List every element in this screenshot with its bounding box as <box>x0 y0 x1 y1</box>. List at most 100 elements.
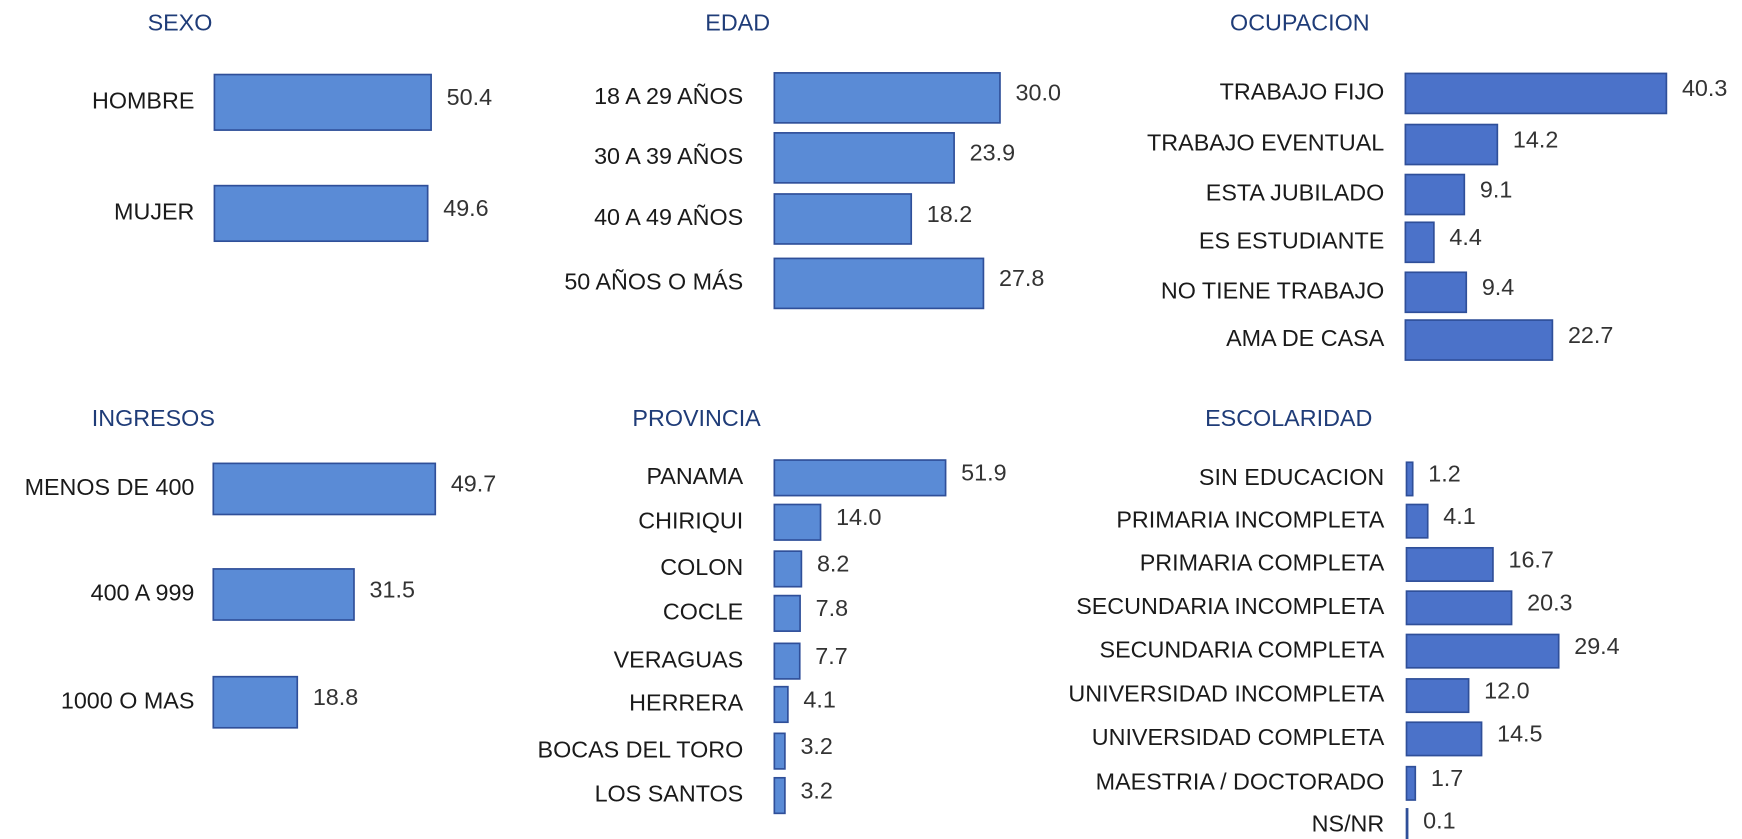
category-label: PRIMARIA INCOMPLETA <box>1116 506 1384 532</box>
category-label: ES ESTUDIANTE <box>1199 227 1384 253</box>
bar <box>1405 808 1409 839</box>
value-label: 18.8 <box>313 684 358 710</box>
bar <box>773 459 947 497</box>
bar <box>1404 319 1554 361</box>
bar <box>1405 590 1513 626</box>
value-label: 14.2 <box>1513 126 1558 152</box>
value-label: 14.0 <box>836 504 881 530</box>
category-label: MAESTRIA / DOCTORADO <box>1096 768 1385 794</box>
bar <box>212 462 437 516</box>
category-label: 40 A 49 AÑOS <box>594 204 743 230</box>
bar <box>212 675 299 729</box>
category-label: CHIRIQUI <box>638 507 743 533</box>
panel-title: EDAD <box>705 10 770 36</box>
bar <box>1405 678 1470 714</box>
category-label: VERAGUAS <box>614 646 744 672</box>
value-label: 4.4 <box>1449 224 1481 250</box>
panel-title: OCUPACION <box>1230 10 1370 36</box>
value-label: 4.1 <box>803 686 835 712</box>
category-label: MUJER <box>114 199 194 225</box>
bar <box>1405 546 1494 582</box>
panel-title: ESCOLARIDAD <box>1205 405 1372 431</box>
bar <box>1404 221 1435 264</box>
bar <box>773 732 786 770</box>
category-label: HOMBRE <box>92 87 194 113</box>
panel-title: SEXO <box>148 10 213 36</box>
bar <box>213 73 432 131</box>
category-label: 400 A 999 <box>91 580 195 606</box>
category-label: HERRERA <box>629 690 744 716</box>
bar <box>212 568 355 621</box>
bar <box>1405 503 1429 539</box>
category-label: BOCAS DEL TORO <box>538 736 744 762</box>
value-label: 40.3 <box>1682 75 1727 101</box>
category-label: 30 A 39 AÑOS <box>594 143 743 169</box>
category-label: COLON <box>660 554 743 580</box>
category-label: SECUNDARIA INCOMPLETA <box>1076 593 1385 619</box>
category-label: PANAMA <box>646 463 743 489</box>
category-label: ESTA JUBILADO <box>1206 180 1384 206</box>
bar <box>773 642 801 680</box>
category-label: TRABAJO EVENTUAL <box>1147 130 1384 156</box>
value-label: 9.1 <box>1480 176 1512 202</box>
value-label: 14.5 <box>1497 721 1542 747</box>
category-label: NS/NR <box>1312 811 1385 837</box>
bar <box>773 550 803 588</box>
bar <box>1404 271 1468 314</box>
panel-title: INGRESOS <box>92 405 215 431</box>
bar <box>773 257 985 310</box>
value-label: 20.3 <box>1527 590 1572 616</box>
value-label: 3.2 <box>800 733 832 759</box>
category-label: UNIVERSIDAD COMPLETA <box>1092 724 1385 750</box>
panel-title: PROVINCIA <box>632 405 761 431</box>
category-label: AMA DE CASA <box>1226 325 1385 351</box>
value-label: 49.7 <box>451 471 496 497</box>
value-label: 27.8 <box>999 265 1044 291</box>
value-label: 12.0 <box>1484 677 1529 703</box>
value-label: 9.4 <box>1482 274 1514 300</box>
value-label: 7.7 <box>815 643 847 669</box>
value-label: 22.7 <box>1568 322 1613 348</box>
bar <box>773 776 786 815</box>
value-label: 29.4 <box>1574 633 1619 659</box>
bar <box>1405 765 1417 801</box>
category-label: LOS SANTOS <box>595 781 744 807</box>
category-label: UNIVERSIDAD INCOMPLETA <box>1068 681 1384 707</box>
value-label: 49.6 <box>443 195 488 221</box>
category-label: TRABAJO FIJO <box>1220 79 1385 105</box>
bar <box>773 72 1001 124</box>
bar <box>773 503 822 541</box>
value-label: 1.7 <box>1431 765 1463 791</box>
bar <box>1405 721 1483 757</box>
bar <box>1404 173 1466 216</box>
value-label: 50.4 <box>447 84 492 110</box>
value-label: 0.1 <box>1423 807 1455 833</box>
category-label: COCLE <box>663 599 743 625</box>
bar <box>773 132 955 184</box>
value-label: 4.1 <box>1443 503 1475 529</box>
category-label: 1000 O MAS <box>61 687 195 713</box>
category-label: 50 AÑOS O MÁS <box>564 269 743 295</box>
value-label: 51.9 <box>961 460 1006 486</box>
category-label: 18 A 29 AÑOS <box>594 83 743 109</box>
category-label: PRIMARIA COMPLETA <box>1140 550 1385 576</box>
value-label: 8.2 <box>817 551 849 577</box>
bar <box>1404 72 1668 115</box>
value-label: 16.7 <box>1508 546 1553 572</box>
value-label: 7.8 <box>816 595 848 621</box>
bar <box>213 184 429 243</box>
value-label: 3.2 <box>800 777 832 803</box>
category-label: NO TIENE TRABAJO <box>1161 277 1384 303</box>
category-label: SECUNDARIA COMPLETA <box>1100 636 1385 662</box>
bar <box>773 685 789 724</box>
value-label: 1.2 <box>1428 461 1460 487</box>
category-label: MENOS DE 400 <box>25 474 195 500</box>
value-label: 18.2 <box>927 201 972 227</box>
bar <box>773 594 801 632</box>
bar <box>1405 633 1560 669</box>
bar <box>1404 123 1499 166</box>
bar <box>1405 461 1414 497</box>
category-label: SIN EDUCACION <box>1199 464 1384 490</box>
bar <box>773 193 913 245</box>
